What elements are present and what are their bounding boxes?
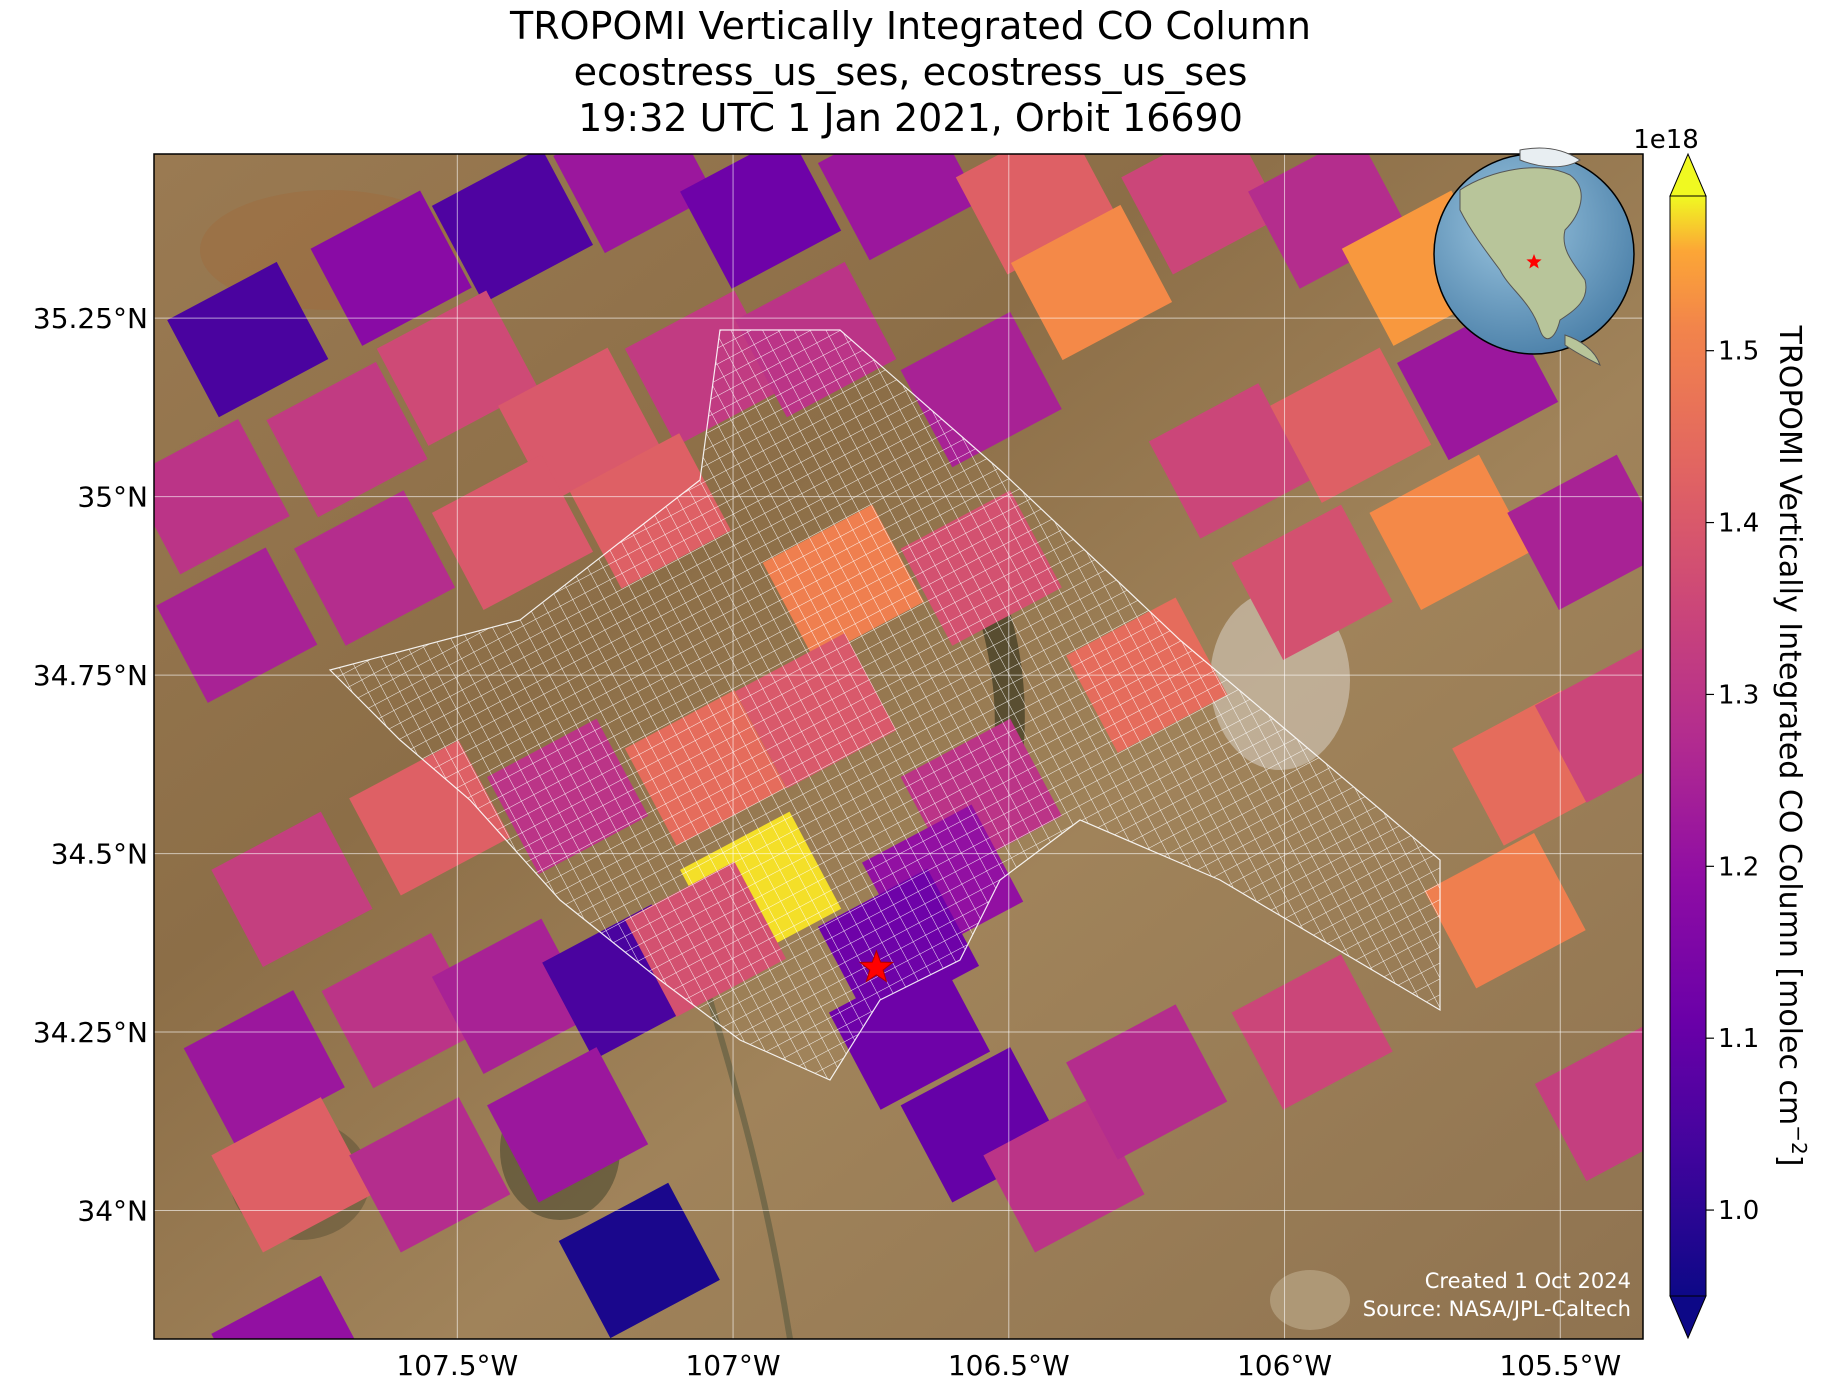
colorbar-tick-label-3: 1.3 [1718, 680, 1759, 710]
lat-tick-label-0: 35.25°N [33, 302, 148, 335]
colorbar-tick-label-4: 1.4 [1718, 509, 1759, 539]
co-pixel-14 [266, 361, 428, 518]
co-pixel-33 [211, 811, 373, 967]
co-pixel-19 [1148, 383, 1310, 539]
co-pixel-51 [487, 1047, 649, 1203]
colorbar-ticks: 1.0 1.1 1.2 1.3 1.4 1.5 [1706, 337, 1759, 1226]
co-pixel-23 [156, 547, 318, 703]
globe-star-icon [1526, 254, 1542, 269]
colorbar-tick-label-2: 1.2 [1718, 852, 1759, 882]
co-pixel-25 [431, 454, 594, 611]
co-pixel-57 [1534, 1025, 1643, 1182]
co-pixel-32 [1534, 647, 1643, 803]
colorbar: 1.0 1.1 1.2 1.3 1.4 1.5 1e18 TROPOMI Vertical… [1633, 125, 1811, 1340]
co-pixel-2 [431, 154, 594, 304]
longitude-tick-labels: 107.5°W 107°W 106.5°W 106°W 105.5°W [396, 1349, 1621, 1382]
map-title-line-1: TROPOMI Vertically Integrated CO Column [510, 4, 1311, 48]
co-pixel-5 [817, 154, 980, 261]
co-pixel-55 [1066, 1004, 1228, 1160]
latitude-tick-labels: 35.25°N 35°N 34.75°N 34.5°N 34.25°N 34°N [33, 302, 148, 1227]
colorbar-min-extend [1669, 1295, 1707, 1340]
co-pixel-53 [211, 1275, 373, 1339]
co-pixel-24 [294, 490, 456, 646]
lon-tick-label-1: 107°W [685, 1349, 780, 1382]
star-icon [858, 949, 894, 983]
colorbar-max-extend [1669, 152, 1707, 197]
co-pixel-3 [553, 154, 715, 254]
lat-tick-label-2: 34.75°N [33, 659, 148, 692]
co-pixel-4 [680, 154, 842, 289]
co-pixel-54 [983, 1097, 1145, 1253]
globe-site-star-icon [1526, 254, 1542, 269]
map-title-line-2: ecostress_us_ses, ecostress_us_ses [573, 50, 1248, 94]
co-pixel-8 [1121, 154, 1283, 275]
lon-tick-label-2: 106.5°W [948, 1349, 1070, 1382]
ecostress-swath-overlay [328, 329, 1441, 1081]
co-pixel-20 [1270, 347, 1432, 503]
co-pixel-58 [1424, 833, 1586, 989]
site-marker [858, 949, 894, 983]
created-date-credit: Created 1 Oct 2024 [1424, 1269, 1631, 1293]
lat-tick-label-3: 34.5°N [51, 838, 148, 871]
co-pixel-22 [1507, 454, 1643, 611]
source-credit: Source: NASA/JPL-Caltech [1362, 1297, 1631, 1321]
lat-tick-label-5: 34°N [77, 1195, 148, 1228]
co-pixel-21 [1369, 454, 1531, 611]
colorbar-tick-label-1: 1.1 [1718, 1024, 1759, 1054]
colorbar-tick-label-5: 1.5 [1718, 337, 1759, 367]
co-pixel-52 [558, 1182, 720, 1339]
lon-tick-label-4: 105.5°W [1499, 1349, 1621, 1382]
co-pixel-1 [310, 190, 472, 346]
co-pixel-7 [1010, 204, 1173, 361]
colorbar-offset-text: 1e18 [1633, 125, 1699, 155]
lon-tick-label-0: 107.5°W [396, 1349, 518, 1382]
lat-tick-label-4: 34.25°N [33, 1016, 148, 1049]
co-pixel-0 [167, 261, 329, 418]
colorbar-gradient [1669, 195, 1707, 1297]
map-title-line-3: 19:32 UTC 1 Jan 2021, Orbit 16690 [578, 96, 1243, 140]
co-pixel-30 [1231, 504, 1393, 660]
map-gridlines [154, 154, 1643, 1339]
map-frame [153, 153, 1644, 1340]
colorbar-label: TROPOMI Vertically Integrated CO Column … [1772, 325, 1811, 1167]
co-pixel-49 [211, 1097, 373, 1253]
colorbar-tick-label-0: 1.0 [1718, 1196, 1759, 1226]
lon-tick-label-3: 106°W [1237, 1349, 1332, 1382]
co-pixel-50 [349, 1097, 511, 1253]
lat-tick-label-1: 35°N [77, 481, 148, 514]
